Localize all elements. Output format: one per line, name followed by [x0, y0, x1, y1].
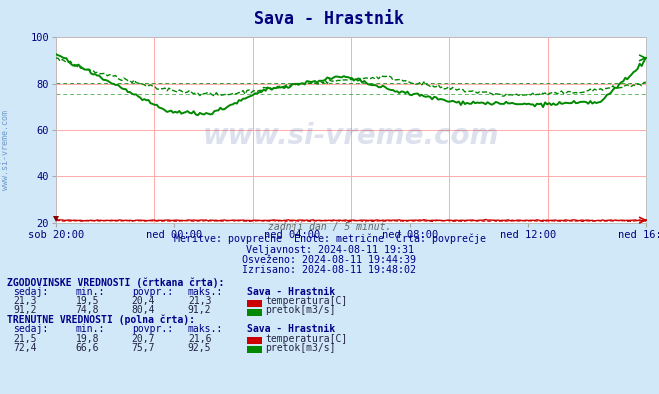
Text: zadnji dan / 5 minut.: zadnji dan / 5 minut.	[268, 223, 391, 232]
Text: ZGODOVINSKE VREDNOSTI (črtkana črta):: ZGODOVINSKE VREDNOSTI (črtkana črta):	[7, 277, 224, 288]
Text: 21,6: 21,6	[188, 334, 212, 344]
Text: temperatura[C]: temperatura[C]	[266, 334, 348, 344]
Text: min.:: min.:	[76, 287, 105, 297]
Text: 19,5: 19,5	[76, 296, 100, 306]
Text: 80,4: 80,4	[132, 305, 156, 315]
Text: 74,8: 74,8	[76, 305, 100, 315]
Text: Izrisano: 2024-08-11 19:48:02: Izrisano: 2024-08-11 19:48:02	[243, 266, 416, 275]
Text: TRENUTNE VREDNOSTI (polna črta):: TRENUTNE VREDNOSTI (polna črta):	[7, 314, 194, 325]
Text: pretok[m3/s]: pretok[m3/s]	[266, 343, 336, 353]
Text: Sava - Hrastnik: Sava - Hrastnik	[254, 10, 405, 28]
Text: povpr.:: povpr.:	[132, 287, 173, 297]
Text: Sava - Hrastnik: Sava - Hrastnik	[247, 324, 335, 334]
Text: www.si-vreme.com: www.si-vreme.com	[1, 110, 10, 190]
Text: Meritve: povprečne  Enote: metrične  Črta: povprečje: Meritve: povprečne Enote: metrične Črta:…	[173, 232, 486, 244]
Text: sedaj:: sedaj:	[13, 287, 48, 297]
Text: 66,6: 66,6	[76, 343, 100, 353]
Text: 20,7: 20,7	[132, 334, 156, 344]
Text: Veljavnost: 2024-08-11 19:31: Veljavnost: 2024-08-11 19:31	[246, 245, 413, 255]
Text: 72,4: 72,4	[13, 343, 37, 353]
Text: 21,3: 21,3	[13, 296, 37, 306]
Text: min.:: min.:	[76, 324, 105, 334]
Text: 91,2: 91,2	[13, 305, 37, 315]
Text: Osveženo: 2024-08-11 19:44:39: Osveženo: 2024-08-11 19:44:39	[243, 255, 416, 265]
Text: 21,5: 21,5	[13, 334, 37, 344]
Text: temperatura[C]: temperatura[C]	[266, 296, 348, 306]
Text: www.si-vreme.com: www.si-vreme.com	[203, 122, 499, 150]
Text: maks.:: maks.:	[188, 324, 223, 334]
Text: Sava - Hrastnik: Sava - Hrastnik	[247, 287, 335, 297]
Text: pretok[m3/s]: pretok[m3/s]	[266, 305, 336, 315]
Text: 21,3: 21,3	[188, 296, 212, 306]
Text: sedaj:: sedaj:	[13, 324, 48, 334]
Text: 91,2: 91,2	[188, 305, 212, 315]
Text: povpr.:: povpr.:	[132, 324, 173, 334]
Text: 20,4: 20,4	[132, 296, 156, 306]
Text: maks.:: maks.:	[188, 287, 223, 297]
Text: 92,5: 92,5	[188, 343, 212, 353]
Text: 19,8: 19,8	[76, 334, 100, 344]
Text: 75,7: 75,7	[132, 343, 156, 353]
